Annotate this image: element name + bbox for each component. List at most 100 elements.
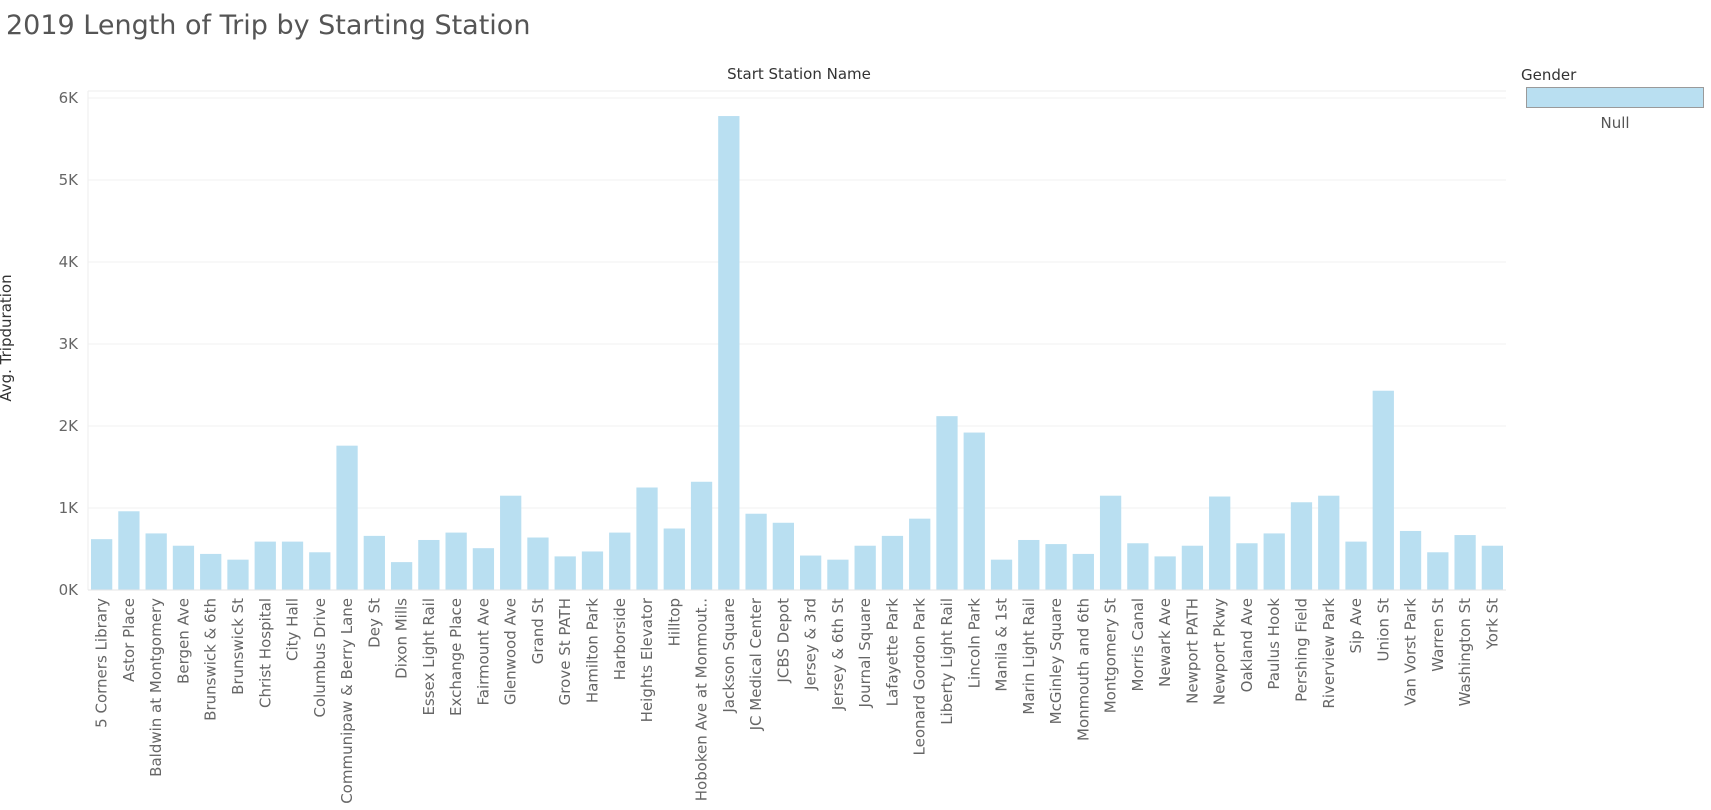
x-tick-label: Manila & 1st bbox=[993, 598, 1011, 692]
x-tick-label: Paulus Hook bbox=[1265, 598, 1283, 690]
x-tick-label: Liberty Light Rail bbox=[938, 598, 956, 725]
bar bbox=[1290, 502, 1313, 590]
bar bbox=[772, 522, 795, 590]
x-tick-label: Columbus Drive bbox=[311, 598, 329, 718]
x-tick-label: City Hall bbox=[284, 598, 302, 661]
x-tick-label: 5 Corners Library bbox=[93, 598, 111, 728]
bar bbox=[1481, 545, 1504, 590]
bar bbox=[1127, 543, 1149, 590]
bar bbox=[1154, 556, 1176, 590]
bar bbox=[1318, 495, 1340, 590]
bar bbox=[145, 533, 167, 590]
x-tick-label: Hoboken Ave at Monmout.. bbox=[693, 598, 711, 801]
y-tick-label: 1K bbox=[59, 499, 80, 517]
bar bbox=[718, 116, 740, 590]
bar bbox=[90, 539, 113, 590]
x-tick-label: Sip Ave bbox=[1347, 598, 1365, 653]
y-tick-label: 5K bbox=[59, 171, 80, 189]
x-tick-label: JC Medical Center bbox=[747, 597, 765, 731]
bar bbox=[254, 541, 276, 590]
bar bbox=[854, 545, 876, 590]
y-tick-label: 3K bbox=[59, 335, 80, 353]
x-tick-label: Washington St bbox=[1456, 598, 1474, 706]
bar bbox=[1045, 544, 1067, 590]
x-tick-label: Exchange Place bbox=[447, 598, 465, 716]
bar bbox=[418, 539, 440, 590]
x-tick-label: Harborside bbox=[611, 598, 629, 680]
y-tick-label: 2K bbox=[59, 417, 80, 435]
bar bbox=[827, 559, 849, 590]
x-axis-title: Start Station Name bbox=[727, 65, 871, 83]
bar bbox=[200, 553, 222, 590]
bar bbox=[990, 559, 1013, 590]
bar bbox=[500, 495, 522, 590]
x-tick-label: Leonard Gordon Park bbox=[911, 598, 929, 756]
y-tick-label: 6K bbox=[59, 89, 80, 107]
bar bbox=[881, 535, 904, 590]
x-tick-label: Hilltop bbox=[665, 598, 683, 646]
x-tick-label: Lafayette Park bbox=[883, 598, 901, 707]
bar bbox=[936, 416, 958, 590]
bar bbox=[1236, 543, 1258, 590]
legend-title: Gender bbox=[1521, 66, 1577, 84]
bar bbox=[690, 481, 713, 590]
bar bbox=[636, 487, 658, 590]
bar bbox=[1018, 539, 1040, 590]
x-tick-label: Morris Canal bbox=[1129, 598, 1147, 691]
x-tick-label: Newport Pkwy bbox=[1211, 598, 1229, 705]
bar bbox=[1454, 535, 1476, 590]
legend-swatch[interactable] bbox=[1526, 87, 1704, 108]
x-tick-label: Union St bbox=[1374, 598, 1392, 662]
bar bbox=[363, 535, 385, 590]
bar bbox=[118, 511, 140, 590]
x-tick-label: Warren St bbox=[1429, 598, 1447, 672]
x-tick-label: York St bbox=[1483, 598, 1501, 650]
bar bbox=[472, 548, 495, 590]
x-tick-label: Essex Light Rail bbox=[420, 598, 438, 716]
bar bbox=[745, 513, 767, 590]
x-tick-label: Van Vorst Park bbox=[1402, 598, 1420, 706]
chart-title: 2019 Length of Trip by Starting Station bbox=[6, 10, 531, 41]
bar bbox=[581, 551, 604, 590]
x-tick-label: Lincoln Park bbox=[965, 598, 983, 689]
x-tick-label: Pershing Field bbox=[1292, 598, 1310, 702]
bar bbox=[336, 445, 358, 590]
bar bbox=[963, 432, 985, 590]
bar bbox=[554, 556, 576, 590]
bar bbox=[227, 559, 249, 590]
x-tick-label: Dixon Mills bbox=[393, 598, 411, 679]
bar bbox=[281, 541, 304, 590]
x-tick-label: Jersey & 6th St bbox=[829, 598, 847, 711]
bar bbox=[609, 532, 631, 590]
x-tick-label: Brunswick St bbox=[229, 598, 247, 695]
legend-item-label[interactable]: Null bbox=[1600, 114, 1630, 132]
x-tick-label: Jackson Square bbox=[720, 598, 738, 714]
x-tick-label: Journal Square bbox=[856, 598, 874, 708]
bar bbox=[1099, 495, 1122, 590]
x-tick-label: Montgomery St bbox=[1102, 598, 1120, 713]
x-tick-label: Bergen Ave bbox=[174, 598, 192, 684]
x-tick-label: Grove St PATH bbox=[556, 598, 574, 705]
bar bbox=[799, 555, 822, 590]
bar bbox=[1345, 541, 1367, 590]
x-tick-label: Heights Elevator bbox=[638, 597, 656, 722]
x-tick-label: Jersey & 3rd bbox=[802, 598, 820, 691]
x-tick-label: Astor Place bbox=[120, 598, 138, 682]
bar bbox=[1427, 552, 1449, 590]
x-tick-label: Newport PATH bbox=[1183, 598, 1201, 704]
x-tick-label: Glenwood Ave bbox=[502, 598, 520, 705]
x-tick-label: Monmouth and 6th bbox=[1074, 598, 1092, 741]
x-tick-label: Dey St bbox=[365, 598, 383, 648]
y-tick-label: 4K bbox=[59, 253, 80, 271]
x-tick-label: McGinley Square bbox=[1047, 598, 1065, 724]
x-tick-label: Baldwin at Montgomery bbox=[147, 598, 165, 777]
bar bbox=[1263, 533, 1285, 590]
bar bbox=[527, 537, 549, 590]
bar bbox=[445, 532, 467, 590]
bar bbox=[1372, 390, 1394, 590]
bar bbox=[1399, 530, 1422, 590]
bar bbox=[909, 518, 931, 590]
bar bbox=[309, 552, 331, 590]
x-tick-label: Riverview Park bbox=[1320, 598, 1338, 709]
